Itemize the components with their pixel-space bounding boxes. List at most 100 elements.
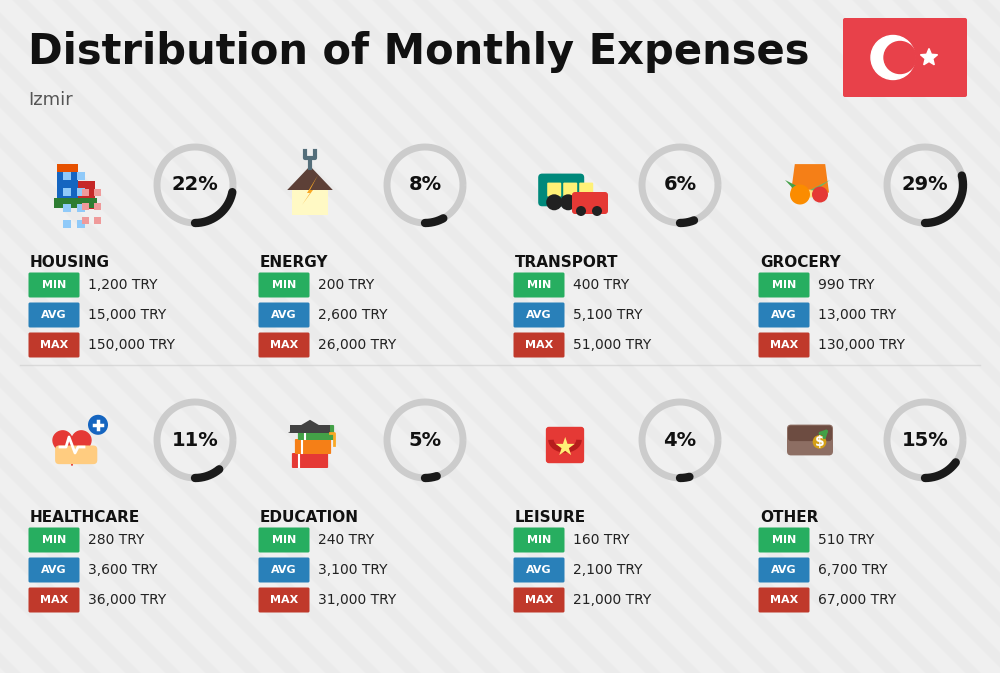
Bar xyxy=(63,220,71,228)
FancyBboxPatch shape xyxy=(794,190,826,197)
Text: MIN: MIN xyxy=(772,280,796,290)
FancyBboxPatch shape xyxy=(28,557,80,583)
Text: MAX: MAX xyxy=(270,595,298,605)
FancyBboxPatch shape xyxy=(759,302,810,328)
Text: 5,100 TRY: 5,100 TRY xyxy=(573,308,642,322)
FancyBboxPatch shape xyxy=(258,273,310,297)
FancyBboxPatch shape xyxy=(514,528,564,553)
Text: MAX: MAX xyxy=(770,595,798,605)
FancyBboxPatch shape xyxy=(78,181,95,209)
Text: EDUCATION: EDUCATION xyxy=(260,510,359,525)
FancyBboxPatch shape xyxy=(28,332,80,357)
Text: 67,000 TRY: 67,000 TRY xyxy=(818,593,896,607)
Bar xyxy=(77,220,85,228)
Polygon shape xyxy=(785,180,805,190)
FancyBboxPatch shape xyxy=(258,302,310,328)
Polygon shape xyxy=(791,164,829,192)
Bar xyxy=(77,172,85,180)
Text: AVG: AVG xyxy=(41,565,67,575)
Text: 26,000 TRY: 26,000 TRY xyxy=(318,338,396,352)
Text: MAX: MAX xyxy=(40,595,68,605)
FancyBboxPatch shape xyxy=(28,588,80,612)
FancyBboxPatch shape xyxy=(788,425,832,441)
Text: AVG: AVG xyxy=(271,310,297,320)
Circle shape xyxy=(592,206,602,216)
FancyBboxPatch shape xyxy=(572,192,608,214)
Text: 400 TRY: 400 TRY xyxy=(573,278,629,292)
Text: 21,000 TRY: 21,000 TRY xyxy=(573,593,651,607)
FancyBboxPatch shape xyxy=(292,453,328,468)
Text: AVG: AVG xyxy=(771,565,797,575)
Text: 510 TRY: 510 TRY xyxy=(818,533,874,547)
Bar xyxy=(94,188,101,196)
FancyBboxPatch shape xyxy=(258,557,310,583)
Polygon shape xyxy=(288,420,332,433)
Text: AVG: AVG xyxy=(271,565,297,575)
Text: Distribution of Monthly Expenses: Distribution of Monthly Expenses xyxy=(28,31,810,73)
FancyBboxPatch shape xyxy=(759,528,810,553)
Text: 8%: 8% xyxy=(408,176,442,194)
Text: HOUSING: HOUSING xyxy=(30,255,110,270)
Text: AVG: AVG xyxy=(771,310,797,320)
Bar xyxy=(57,164,78,172)
Text: 3,100 TRY: 3,100 TRY xyxy=(318,563,388,577)
Text: AVG: AVG xyxy=(526,310,552,320)
Text: 130,000 TRY: 130,000 TRY xyxy=(818,338,905,352)
Text: MIN: MIN xyxy=(527,535,551,545)
FancyBboxPatch shape xyxy=(57,164,78,206)
Text: 240 TRY: 240 TRY xyxy=(318,533,374,547)
Text: 280 TRY: 280 TRY xyxy=(88,533,144,547)
Text: 200 TRY: 200 TRY xyxy=(318,278,374,292)
Circle shape xyxy=(88,415,108,435)
Polygon shape xyxy=(302,175,318,205)
FancyBboxPatch shape xyxy=(514,588,564,612)
Polygon shape xyxy=(53,431,91,465)
Text: 150,000 TRY: 150,000 TRY xyxy=(88,338,175,352)
Text: 11%: 11% xyxy=(172,431,218,450)
Bar xyxy=(82,203,89,210)
Circle shape xyxy=(560,194,576,210)
Text: AVG: AVG xyxy=(41,310,67,320)
Text: 29%: 29% xyxy=(902,176,948,194)
FancyBboxPatch shape xyxy=(298,425,334,440)
Text: 51,000 TRY: 51,000 TRY xyxy=(573,338,651,352)
Text: MIN: MIN xyxy=(272,535,296,545)
Text: MIN: MIN xyxy=(272,280,296,290)
FancyBboxPatch shape xyxy=(28,302,80,328)
Text: MIN: MIN xyxy=(42,535,66,545)
Text: 6%: 6% xyxy=(663,176,697,194)
FancyBboxPatch shape xyxy=(547,182,561,197)
Polygon shape xyxy=(287,166,333,190)
Text: TRANSPORT: TRANSPORT xyxy=(515,255,618,270)
Bar xyxy=(63,188,71,196)
Text: HEALTHCARE: HEALTHCARE xyxy=(30,510,140,525)
Text: 1,200 TRY: 1,200 TRY xyxy=(88,278,158,292)
FancyBboxPatch shape xyxy=(843,18,967,97)
Text: OTHER: OTHER xyxy=(760,510,818,525)
FancyBboxPatch shape xyxy=(538,174,584,207)
Text: Izmir: Izmir xyxy=(28,91,73,109)
Circle shape xyxy=(546,194,562,210)
Text: 5%: 5% xyxy=(408,431,442,450)
Polygon shape xyxy=(810,180,830,190)
Text: 13,000 TRY: 13,000 TRY xyxy=(818,308,896,322)
Bar xyxy=(82,217,89,223)
Bar xyxy=(63,204,71,212)
FancyBboxPatch shape xyxy=(514,302,564,328)
Bar xyxy=(94,217,101,223)
Text: ★: ★ xyxy=(554,436,576,460)
Text: MAX: MAX xyxy=(525,340,553,350)
Text: 15,000 TRY: 15,000 TRY xyxy=(88,308,166,322)
Text: GROCERY: GROCERY xyxy=(760,255,841,270)
Bar xyxy=(77,204,85,212)
Text: MAX: MAX xyxy=(525,595,553,605)
Circle shape xyxy=(790,184,810,205)
Text: 6,700 TRY: 6,700 TRY xyxy=(818,563,888,577)
Text: MAX: MAX xyxy=(770,340,798,350)
Text: MIN: MIN xyxy=(42,280,66,290)
Bar xyxy=(77,188,85,196)
Bar xyxy=(82,188,89,196)
Text: 160 TRY: 160 TRY xyxy=(573,533,630,547)
Polygon shape xyxy=(920,48,938,65)
FancyBboxPatch shape xyxy=(258,528,310,553)
